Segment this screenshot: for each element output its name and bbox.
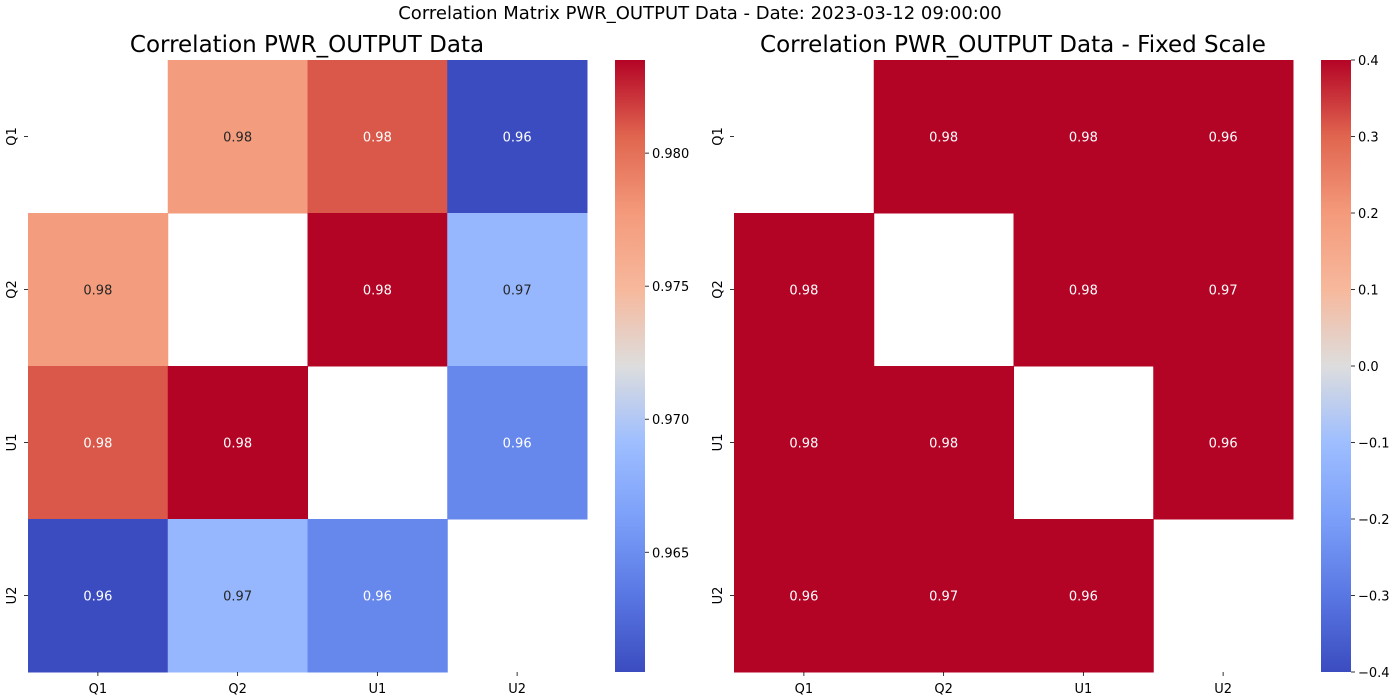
heatmap-panel-1: Correlation PWR_OUTPUT Data 0.98 0.98 0.96 0… bbox=[5, 32, 689, 697]
heatmap-cell-U2-Q2 bbox=[873, 519, 1014, 673]
colorbar-tick-label: −0.4 bbox=[1358, 666, 1390, 681]
y-tick-label: Q1 bbox=[5, 127, 20, 146]
x-tick-label: Q1 bbox=[795, 682, 814, 697]
colorbar-tick-label: 0.975 bbox=[652, 280, 689, 295]
colorbar-tick-label: −0.2 bbox=[1358, 513, 1390, 528]
cell-annotation: 0.98 bbox=[1069, 131, 1098, 146]
colorbar-tick-label: 0.2 bbox=[1358, 207, 1379, 222]
cell-annotation: 0.98 bbox=[83, 284, 112, 299]
heatmap-cell-Q1-Q2 bbox=[873, 60, 1014, 214]
heatmap-cell-Q2-U2 bbox=[1153, 213, 1294, 367]
colorbar bbox=[615, 60, 645, 672]
heatmap-cell-U2-U1 bbox=[307, 519, 448, 673]
cell-annotation: 0.97 bbox=[503, 284, 532, 299]
heatmap-cell-Q2-Q1 bbox=[734, 213, 875, 367]
cell-annotation: 0.98 bbox=[223, 437, 252, 452]
heatmap-cell-Q2-U1 bbox=[307, 213, 448, 367]
colorbar-tick-label: 0.970 bbox=[652, 413, 689, 428]
y-tick-label: Q2 bbox=[5, 280, 20, 299]
y-tick-label: Q2 bbox=[711, 280, 726, 299]
heatmap-title: Correlation PWR_OUTPUT Data bbox=[130, 32, 484, 58]
cell-annotation: 0.98 bbox=[363, 131, 392, 146]
colorbar-tick-label: 0.4 bbox=[1358, 54, 1379, 69]
figure-suptitle: Correlation Matrix PWR_OUTPUT Data - Dat… bbox=[398, 3, 1002, 24]
heatmap-cell-U1-Q2 bbox=[873, 366, 1014, 520]
heatmap-title: Correlation PWR_OUTPUT Data - Fixed Scal… bbox=[760, 32, 1266, 58]
heatmap-cell-U1-Q1 bbox=[28, 366, 169, 520]
cell-annotation: 0.96 bbox=[789, 590, 818, 605]
x-tick-label: U2 bbox=[508, 682, 526, 697]
cell-annotation: 0.97 bbox=[1209, 284, 1238, 299]
cell-annotation: 0.96 bbox=[1209, 437, 1238, 452]
heatmap-cell-U2-Q1 bbox=[28, 519, 169, 673]
heatmap-cell-U1-Q1 bbox=[734, 366, 875, 520]
heatmap-panel-2: Correlation PWR_OUTPUT Data - Fixed Scal… bbox=[711, 32, 1390, 697]
heatmap-cell-U1-Q2 bbox=[167, 366, 308, 520]
x-tick-label: U1 bbox=[1074, 682, 1092, 697]
colorbar bbox=[1321, 60, 1351, 672]
heatmap-cell-Q2-U2 bbox=[447, 213, 588, 367]
cell-annotation: 0.98 bbox=[363, 284, 392, 299]
y-tick-label: U1 bbox=[711, 434, 726, 452]
heatmap-cell-U2-U1 bbox=[1013, 519, 1154, 673]
heatmap-cell-U2-Q2 bbox=[167, 519, 308, 673]
cell-annotation: 0.96 bbox=[1209, 131, 1238, 146]
heatmap-cell-Q1-U1 bbox=[307, 60, 448, 214]
cell-annotation: 0.98 bbox=[789, 437, 818, 452]
heatmap-cell-Q1-U2 bbox=[1153, 60, 1294, 214]
y-tick-label: U1 bbox=[5, 434, 20, 452]
x-tick-label: Q2 bbox=[228, 682, 247, 697]
heatmap-cell-U2-Q1 bbox=[734, 519, 875, 673]
cell-annotation: 0.98 bbox=[929, 437, 958, 452]
x-tick-label: U2 bbox=[1214, 682, 1232, 697]
heatmap-cell-U1-U2 bbox=[447, 366, 588, 520]
colorbar-tick-label: 0.0 bbox=[1358, 360, 1379, 375]
x-tick-label: Q1 bbox=[89, 682, 108, 697]
cell-annotation: 0.98 bbox=[83, 437, 112, 452]
cell-annotation: 0.98 bbox=[223, 131, 252, 146]
x-tick-label: Q2 bbox=[934, 682, 953, 697]
cell-annotation: 0.96 bbox=[363, 590, 392, 605]
colorbar-tick-label: 0.1 bbox=[1358, 284, 1379, 299]
heatmap-cell-U1-U2 bbox=[1153, 366, 1294, 520]
cell-annotation: 0.97 bbox=[223, 590, 252, 605]
y-tick-label: U2 bbox=[711, 587, 726, 605]
cell-annotation: 0.96 bbox=[1069, 590, 1098, 605]
cell-annotation: 0.97 bbox=[929, 590, 958, 605]
y-tick-label: U2 bbox=[5, 587, 20, 605]
heatmap-cell-Q1-U1 bbox=[1013, 60, 1154, 214]
heatmap-cell-Q2-Q1 bbox=[28, 213, 169, 367]
x-tick-label: U1 bbox=[368, 682, 386, 697]
cell-annotation: 0.98 bbox=[1069, 284, 1098, 299]
heatmap-cell-Q1-U2 bbox=[447, 60, 588, 214]
colorbar-tick-label: −0.3 bbox=[1358, 590, 1390, 605]
cell-annotation: 0.96 bbox=[503, 437, 532, 452]
heatmap-cell-Q1-Q2 bbox=[167, 60, 308, 214]
heatmap-cell-Q2-U1 bbox=[1013, 213, 1154, 367]
colorbar-tick-label: 0.980 bbox=[652, 147, 689, 162]
cell-annotation: 0.96 bbox=[83, 590, 112, 605]
cell-annotation: 0.98 bbox=[789, 284, 818, 299]
colorbar-tick-label: 0.3 bbox=[1358, 131, 1379, 146]
colorbar-tick-label: 0.965 bbox=[652, 546, 689, 561]
cell-annotation: 0.96 bbox=[503, 131, 532, 146]
y-tick-label: Q1 bbox=[711, 127, 726, 146]
cell-annotation: 0.98 bbox=[929, 131, 958, 146]
colorbar-tick-label: −0.1 bbox=[1358, 437, 1390, 452]
